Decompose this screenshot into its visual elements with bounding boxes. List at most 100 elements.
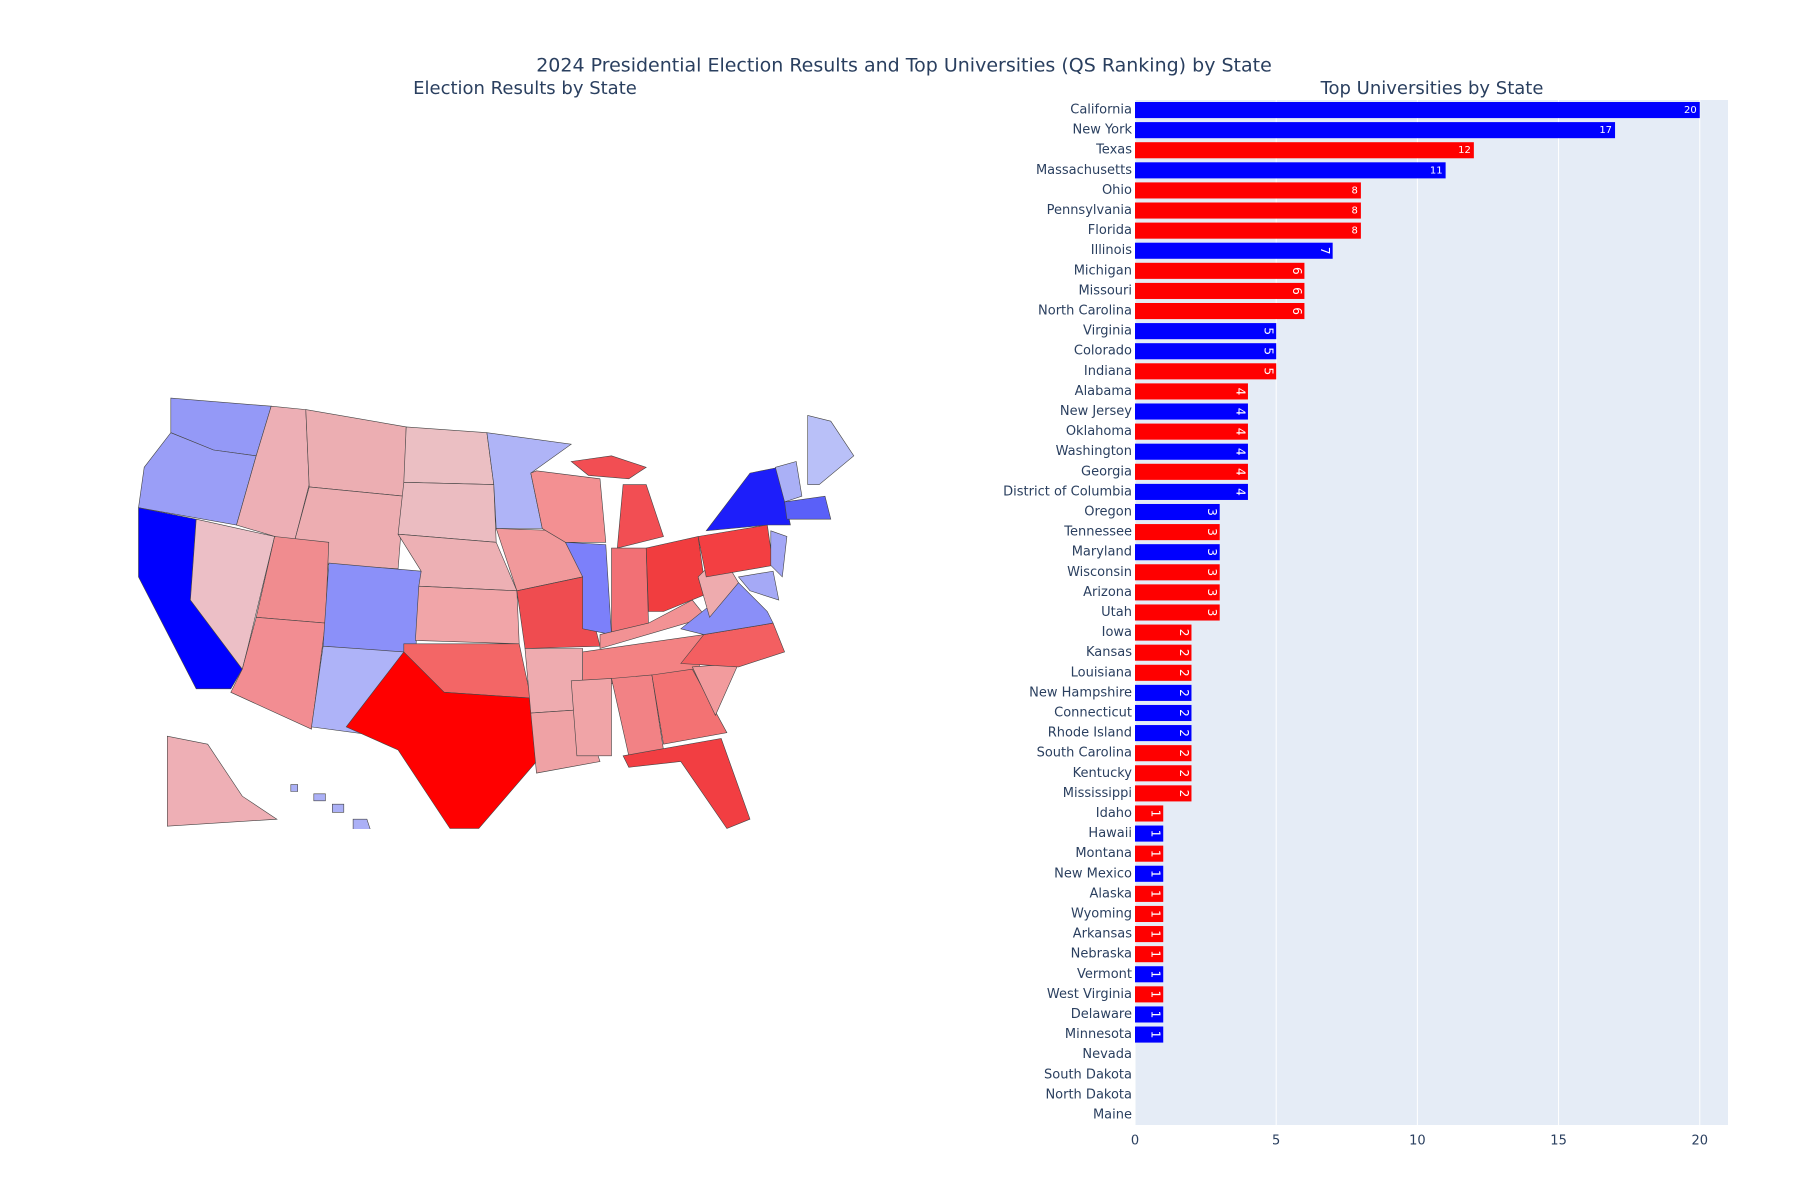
state-region [697, 524, 774, 578]
main-title: 2024 Presidential Election Results and T… [536, 55, 1272, 77]
value-label: 8 [1352, 185, 1358, 196]
y-tick-label: District of Columbia [1003, 484, 1132, 499]
value-label: 4 [1233, 408, 1247, 416]
y-tick-label: Florida [1088, 223, 1132, 238]
value-label: 6 [1290, 267, 1304, 275]
bar [1135, 524, 1220, 541]
y-tick-label: North Carolina [1038, 304, 1132, 319]
state-region [397, 481, 497, 543]
y-tick-label: Massachusetts [1036, 163, 1132, 178]
value-label: 1 [1149, 910, 1163, 918]
state-region [622, 738, 751, 829]
bar [1135, 483, 1248, 500]
y-tick-label: Washington [1056, 444, 1132, 459]
y-tick-label: Ohio [1102, 183, 1132, 198]
value-label: 2 [1177, 689, 1191, 697]
bar [1135, 865, 1164, 882]
bar [1135, 905, 1164, 923]
bar [1135, 765, 1192, 782]
y-tick-label: Wyoming [1071, 906, 1132, 921]
value-label: 12 [1458, 145, 1471, 156]
value-label: 3 [1205, 568, 1219, 576]
state-region [305, 409, 407, 497]
value-label: 17 [1599, 125, 1612, 136]
state-region [322, 562, 422, 655]
y-tick-label: West Virginia [1047, 987, 1132, 1002]
bar-title: Top Universities by State [1320, 78, 1544, 99]
bar [1135, 343, 1277, 360]
value-label: 20 [1684, 105, 1697, 116]
state-region [599, 599, 707, 649]
state-region [290, 784, 371, 829]
map-title: Election Results by State [413, 78, 637, 99]
y-tick-label: Arkansas [1073, 927, 1132, 942]
y-tick-label: Alabama [1075, 384, 1132, 399]
state-region [167, 735, 278, 827]
y-tick-label: North Dakota [1045, 1087, 1132, 1102]
bar [1135, 644, 1192, 661]
y-tick-label: Montana [1075, 846, 1132, 861]
y-tick-label: New Mexico [1054, 866, 1132, 881]
y-tick-label: Connecticut [1054, 705, 1132, 720]
bar [1135, 946, 1164, 963]
y-tick-label: Illinois [1091, 243, 1132, 258]
bar [1135, 262, 1305, 279]
state-region [570, 455, 664, 549]
bar [1135, 443, 1248, 460]
bar [1135, 684, 1192, 701]
bar [1135, 363, 1277, 380]
y-tick-label: Mississippi [1063, 786, 1132, 801]
y-tick-label: Louisiana [1071, 665, 1132, 680]
state-region [770, 530, 788, 578]
bar [1135, 584, 1220, 601]
map [138, 397, 855, 829]
y-tick-label: Nebraska [1071, 947, 1132, 962]
value-label: 2 [1177, 629, 1191, 637]
bar [1135, 885, 1164, 902]
y-tick-label: Michigan [1074, 263, 1132, 278]
y-tick-label: South Carolina [1037, 746, 1132, 761]
bar [1135, 142, 1474, 159]
y-tick-label: Georgia [1081, 464, 1132, 479]
bar [1135, 463, 1248, 480]
bar [1135, 222, 1361, 239]
y-tick-label: Colorado [1074, 344, 1132, 359]
y-tick-label: New Jersey [1060, 404, 1132, 419]
bar [1135, 383, 1248, 400]
bar [1135, 282, 1305, 299]
value-label: 3 [1205, 528, 1219, 536]
state-region [737, 570, 780, 601]
value-label: 2 [1177, 790, 1191, 798]
state-region [345, 651, 537, 829]
bar [1135, 624, 1192, 641]
value-label: 1 [1149, 930, 1163, 938]
value-label: 4 [1233, 388, 1247, 396]
state-region [564, 541, 612, 635]
y-tick-label: Nevada [1082, 1047, 1132, 1062]
y-tick-label: Kentucky [1073, 766, 1133, 781]
value-label: 8 [1352, 206, 1358, 217]
bar [1135, 302, 1305, 320]
y-tick-label: Wisconsin [1067, 565, 1132, 580]
y-tick-label: Delaware [1071, 1007, 1132, 1022]
value-label: 4 [1233, 448, 1247, 456]
y-tick-label: Indiana [1084, 364, 1132, 379]
y-tick-label: Hawaii [1088, 826, 1132, 841]
y-tick-label: Iowa [1102, 625, 1132, 640]
state-region [230, 616, 326, 730]
y-tick-label: Vermont [1077, 967, 1132, 982]
bar [1135, 986, 1164, 1003]
y-tick-label: Utah [1101, 605, 1132, 620]
y-tick-label: Arizona [1083, 585, 1132, 600]
bar [1135, 423, 1248, 440]
bar [1135, 162, 1446, 179]
bar [1135, 745, 1192, 762]
value-label: 1 [1149, 890, 1163, 898]
state-region [570, 678, 612, 757]
bar [1135, 725, 1192, 742]
bar [1135, 604, 1220, 621]
y-tick-label: Oklahoma [1066, 424, 1132, 439]
value-label: 3 [1205, 609, 1219, 617]
y-tick-label: Virginia [1083, 324, 1132, 339]
